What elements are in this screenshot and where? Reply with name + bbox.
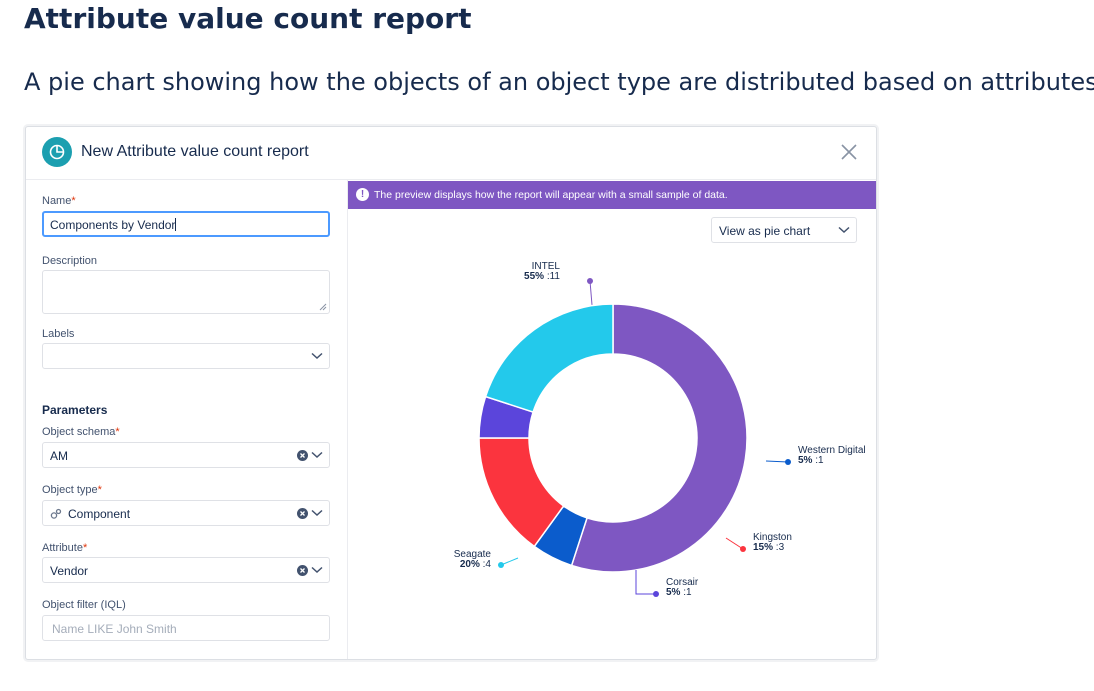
pie-chart-icon	[42, 137, 72, 167]
leader-dot	[653, 591, 659, 597]
slice-name-label: Seagate	[454, 549, 492, 560]
chevron-down-icon	[311, 352, 323, 360]
slice-value-label: 5% :1	[666, 587, 692, 598]
leader-line	[725, 537, 744, 550]
dialog-header: New Attribute value count report	[26, 127, 876, 180]
page-title: Attribute value count report	[24, 2, 472, 35]
object-type-label: Object type*	[42, 484, 102, 496]
chevron-down-icon	[311, 566, 323, 574]
parameters-heading: Parameters	[42, 403, 108, 417]
resize-grip-icon[interactable]	[319, 303, 327, 311]
attribute-label: Attribute*	[42, 542, 88, 554]
leader-line	[635, 570, 656, 595]
leader-line	[589, 280, 593, 306]
chevron-down-icon	[838, 226, 850, 234]
chevron-down-icon	[311, 451, 323, 459]
slice-name-label: Corsair	[666, 577, 699, 588]
view-mode-select[interactable]: View as pie chart	[711, 217, 857, 243]
leader-dot	[498, 562, 504, 568]
object-schema-label: Object schema*	[42, 426, 120, 438]
slice-name-label: INTEL	[532, 261, 561, 272]
report-preview: ! The preview displays how the report wi…	[348, 180, 876, 659]
clear-icon[interactable]	[297, 450, 308, 461]
object-filter-label: Object filter (IQL)	[42, 599, 126, 611]
leader-dot	[587, 278, 593, 284]
report-dialog: New Attribute value count report Name* C…	[25, 126, 877, 660]
page-subtitle: A pie chart showing how the objects of a…	[24, 68, 1094, 96]
description-label: Description	[42, 255, 98, 267]
name-label: Name*	[42, 195, 76, 207]
labels-label: Labels	[42, 328, 75, 340]
leader-line	[765, 460, 789, 463]
slice-name-label: Western Digital	[798, 445, 866, 456]
pie-slice-seagate[interactable]	[484, 303, 614, 413]
exclamation-icon: !	[356, 188, 369, 201]
slice-value-label: 5% :1	[798, 455, 824, 466]
leader-line	[500, 557, 519, 566]
clear-icon[interactable]	[297, 508, 308, 519]
preview-banner: ! The preview displays how the report wi…	[348, 181, 876, 209]
banner-text: The preview displays how the report will…	[374, 189, 728, 201]
dialog-title: New Attribute value count report	[81, 143, 309, 160]
labels-select[interactable]	[42, 343, 330, 369]
pie-slice-intel[interactable]	[570, 303, 748, 573]
attribute-select[interactable]: Vendor	[42, 557, 330, 583]
report-form: Name* Components by Vendor Description L…	[26, 180, 348, 659]
object-type-select[interactable]: Component	[42, 500, 330, 526]
object-filter-input[interactable]: Name LIKE John Smith	[42, 615, 330, 641]
close-icon[interactable]	[840, 143, 858, 161]
slice-value-label: 20% :4	[460, 559, 492, 570]
object-schema-select[interactable]: AM	[42, 442, 330, 468]
description-textarea[interactable]	[42, 270, 330, 314]
chevron-down-icon	[311, 509, 323, 517]
component-icon	[50, 508, 62, 519]
name-input[interactable]: Components by Vendor	[42, 211, 330, 237]
leader-dot	[740, 546, 746, 552]
leader-dot	[785, 459, 791, 465]
clear-icon[interactable]	[297, 565, 308, 576]
slice-name-label: Kingston	[753, 532, 792, 543]
slice-value-label: 15% :3	[753, 542, 785, 553]
slice-value-label: 55% :11	[524, 271, 560, 282]
